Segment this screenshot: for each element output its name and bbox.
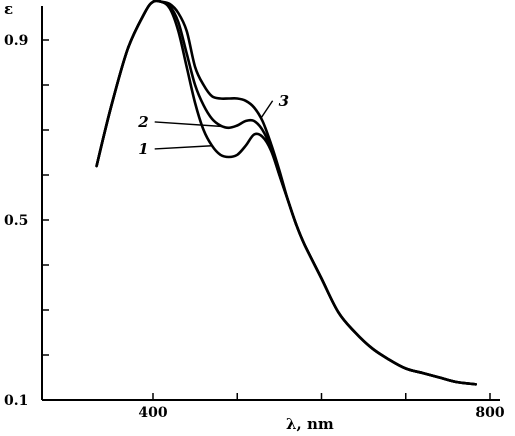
curve-label-3: 3 bbox=[279, 92, 289, 110]
y-tick-label: 0.1 bbox=[4, 393, 28, 409]
x-tick-label: 800 bbox=[475, 405, 504, 421]
curve-labels: 1 2 3 bbox=[137, 92, 289, 158]
y-axis-ticks: 0.1 0.5 0.9 bbox=[4, 33, 49, 409]
curve-label-2: 2 bbox=[137, 113, 148, 131]
y-tick-label: 0.5 bbox=[4, 213, 28, 229]
x-axis-ticks: 400 800 bbox=[138, 393, 505, 421]
curve-3 bbox=[95, 0, 477, 386]
curve-label-1: 1 bbox=[138, 140, 148, 158]
y-tick-label: 0.9 bbox=[4, 33, 28, 49]
x-axis-label: λ, nm bbox=[286, 415, 334, 433]
x-tick-label: 400 bbox=[138, 405, 167, 421]
y-axis-label: ε bbox=[4, 0, 13, 18]
leader-line-1 bbox=[154, 145, 213, 150]
leader-line-3 bbox=[260, 100, 274, 119]
leader-line-2 bbox=[154, 121, 225, 128]
curves bbox=[95, 0, 477, 386]
